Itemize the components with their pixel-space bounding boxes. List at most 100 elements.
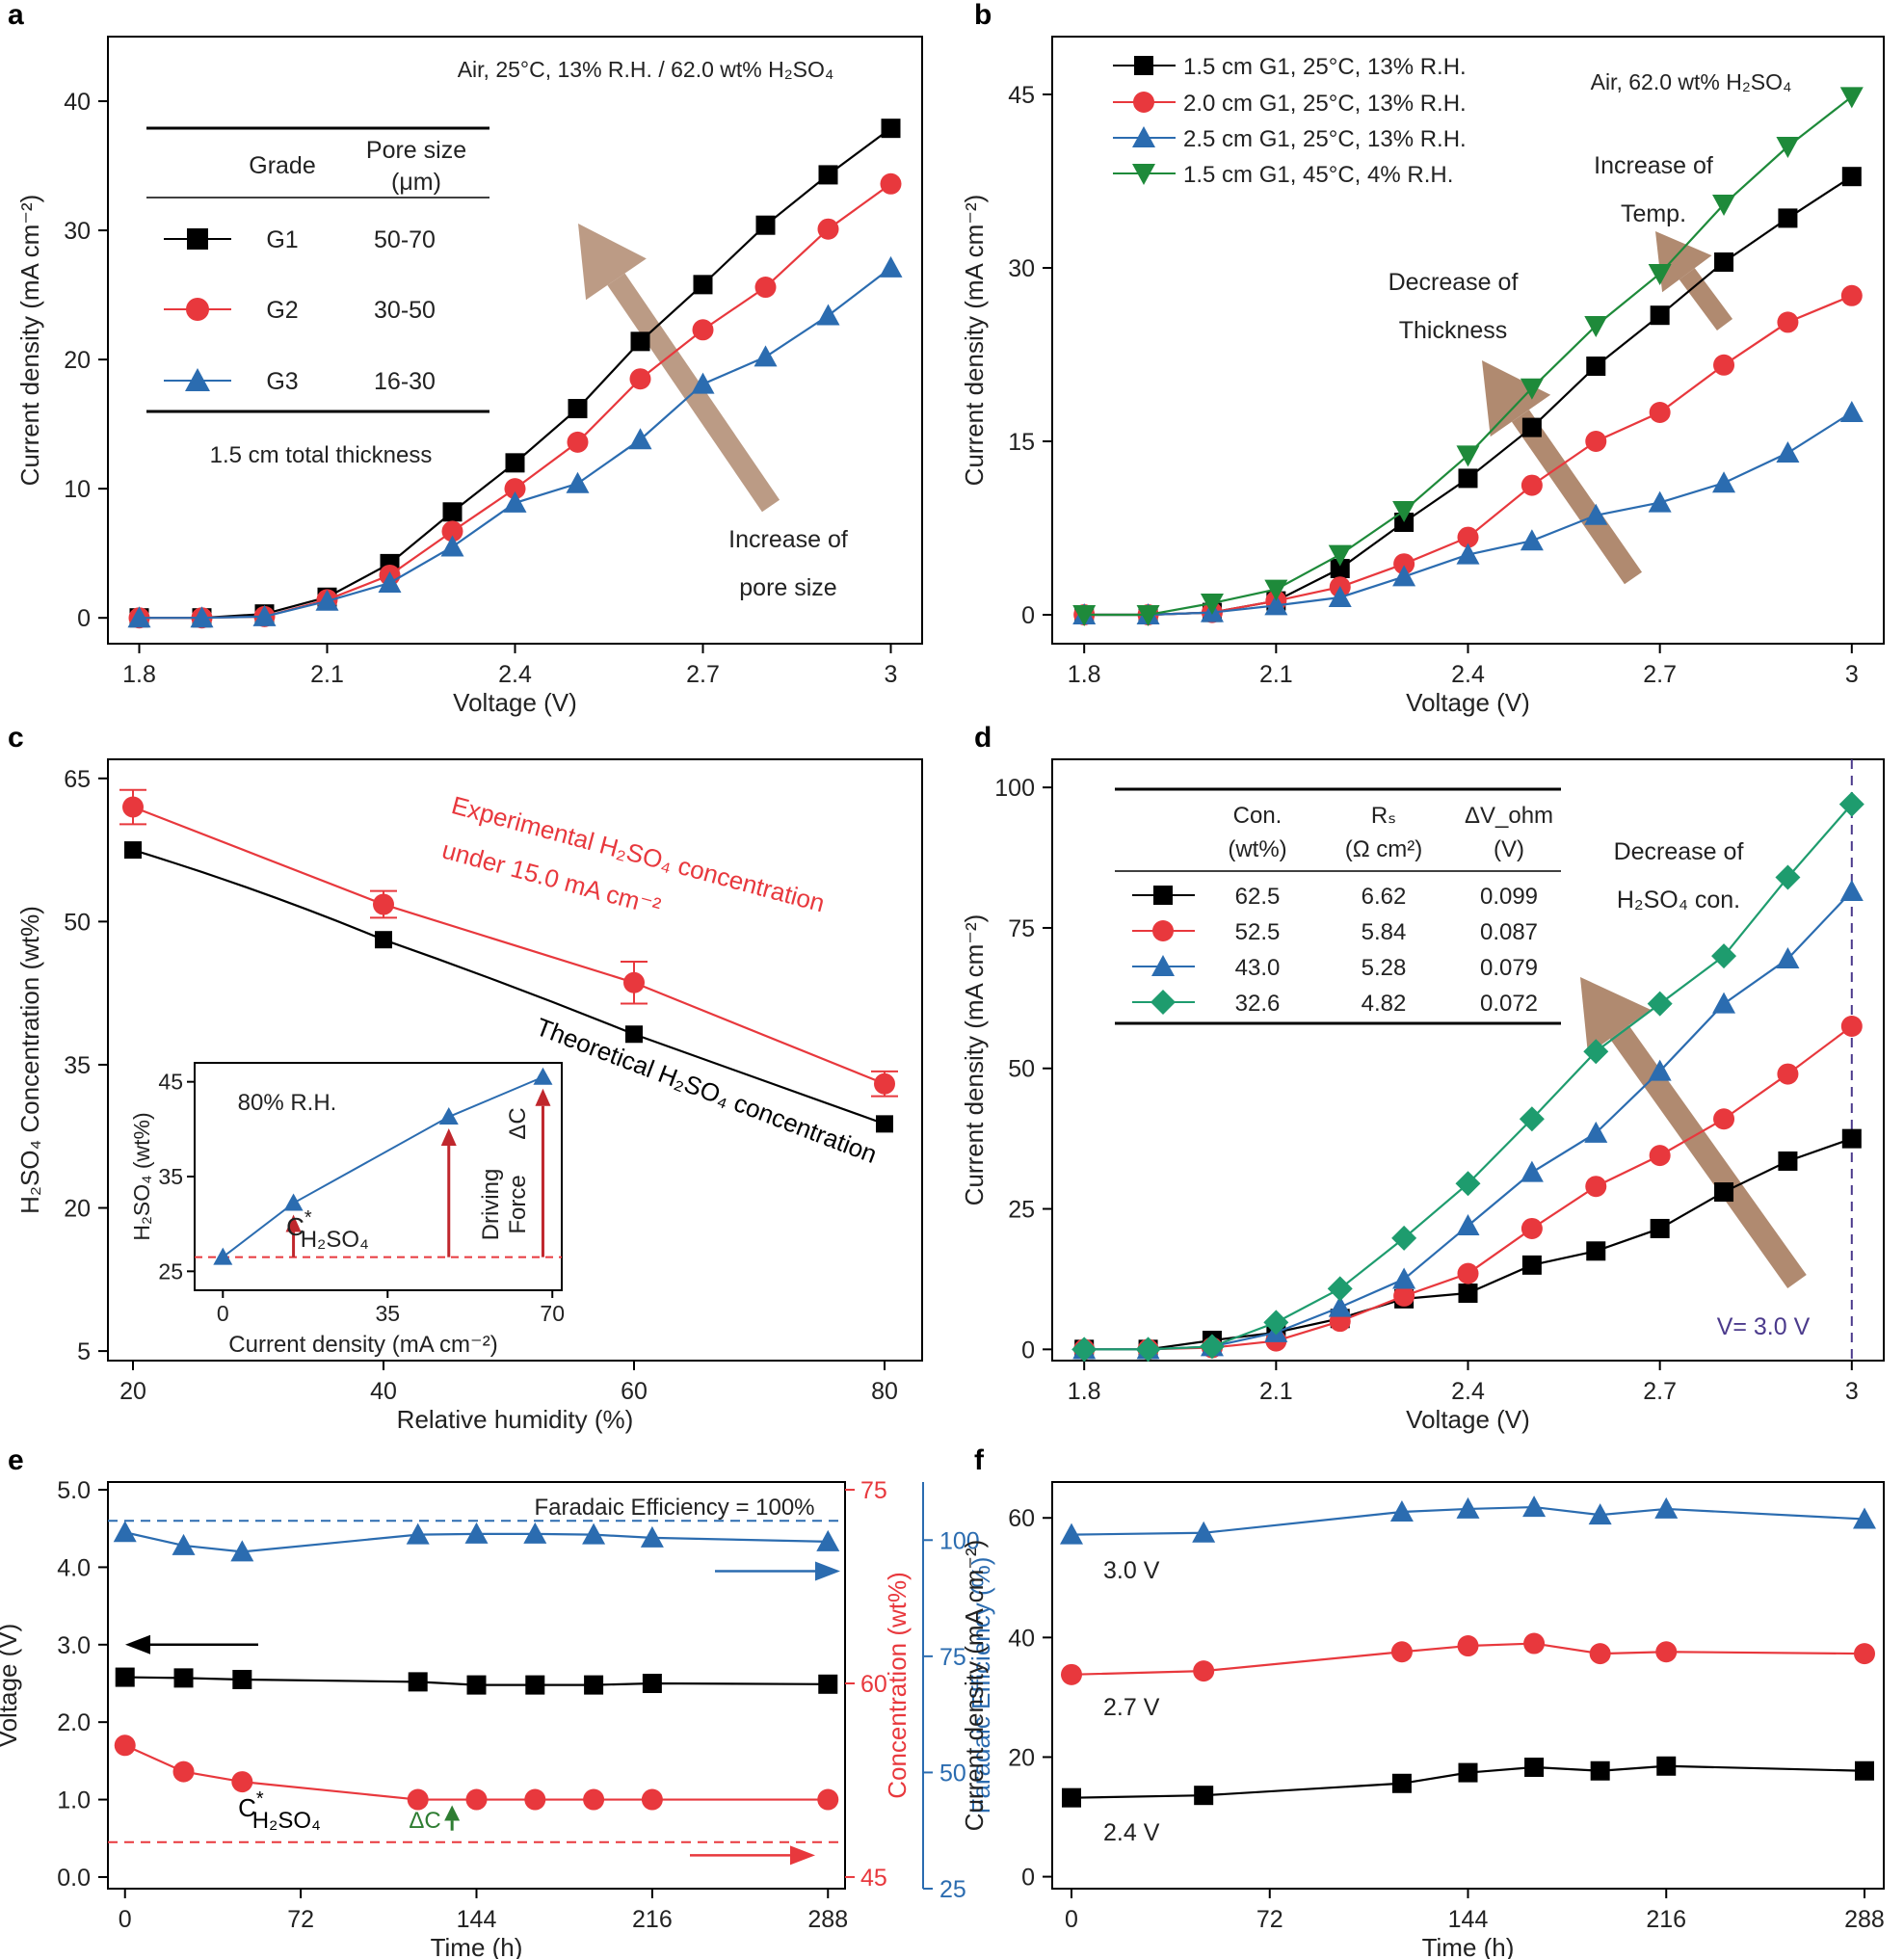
x-tick-label: 80 [871, 1378, 898, 1405]
x-tick-label: 2.7 [1643, 661, 1677, 688]
legend-table: Grade Pore size (μm) G1 50-70 G2 30-50 G3 16-30 [146, 126, 489, 413]
x-tick-label: 2.1 [1259, 661, 1293, 688]
data-point [1389, 1500, 1414, 1522]
data-point [1648, 264, 1672, 285]
panel-letter-d: d [974, 722, 992, 754]
data-point [1776, 947, 1800, 969]
data-point [693, 275, 713, 295]
y-axis-label: Current density (mA cm⁻²) [15, 195, 44, 487]
y-tick-label: 0.0 [57, 1865, 91, 1892]
y-axis-ticks: 0 15 30 45 [1008, 82, 1052, 629]
y-tick-label: 10 [64, 476, 91, 503]
table-cell: 52.5 [1235, 919, 1281, 945]
y-tick-label: 20 [1008, 1744, 1035, 1771]
x-tick-label: 2.1 [1259, 1378, 1293, 1405]
y-tick-label: 35 [64, 1052, 91, 1079]
fe-axis-label: Faradaic Efficiency (%) [966, 1557, 995, 1814]
data-point [1852, 1507, 1876, 1529]
data-point [185, 368, 210, 391]
inset-y-tick-label: 45 [158, 1070, 183, 1095]
panel-letter-b: b [974, 0, 992, 31]
x-axis-label: Time (h) [431, 1933, 523, 1959]
data-point [1134, 56, 1153, 75]
data-point [1150, 990, 1176, 1015]
data-point [1713, 354, 1735, 376]
condition-label: Air, 62.0 wt% H₂SO₄ [1591, 69, 1792, 94]
series-2-7-v [1061, 1632, 1875, 1685]
y-axis-label: H₂SO₄ Concentration (wt%) [15, 906, 44, 1214]
data-point [876, 1115, 893, 1133]
data-point [1328, 586, 1352, 607]
series-theoretical [124, 841, 893, 1133]
right-tick-label: 75 [860, 1477, 887, 1504]
x-tick-label: 72 [287, 1906, 314, 1933]
panel-f: 0 72 144 216 288 0 20 40 60 Time (h) Current densi… [960, 1481, 1885, 1959]
data-point [524, 1788, 546, 1811]
y-tick-label: 25 [1008, 1197, 1035, 1224]
x-axis-label: Relative humidity (%) [397, 1405, 634, 1434]
data-point [1152, 920, 1174, 941]
data-point [1840, 284, 1863, 306]
panel-letter-f: f [974, 1444, 985, 1476]
data-point [754, 345, 778, 367]
data-point [232, 1669, 252, 1689]
y-tick-label: 5 [77, 1338, 91, 1365]
data-point [525, 1675, 545, 1695]
table-cell: 6.62 [1362, 884, 1407, 910]
x-tick-label: 216 [632, 1906, 673, 1933]
data-point [1649, 1145, 1671, 1167]
x-axis-ticks: 20 40 60 80 [119, 1361, 898, 1405]
x-tick-label: 2.4 [1451, 1378, 1485, 1405]
data-point [122, 796, 144, 818]
data-point [1590, 1760, 1610, 1781]
x-axis-label: Voltage (V) [1406, 1405, 1530, 1434]
data-point [441, 520, 463, 543]
x-tick-label: 288 [807, 1906, 848, 1933]
data-point [641, 1788, 663, 1811]
data-point [172, 1760, 195, 1783]
data-point [1584, 503, 1608, 525]
data-point [1520, 529, 1544, 551]
data-point [1648, 1059, 1672, 1081]
x-tick-label: 60 [621, 1378, 648, 1405]
table-cell: 0.072 [1480, 991, 1538, 1017]
data-point [1776, 441, 1800, 463]
data-point [1584, 1121, 1608, 1143]
panel-c: 20 40 60 80 5 20 35 50 65 Relative humidity (%) H₂… [15, 758, 923, 1434]
c-star-sub: H₂SO₄ [252, 1808, 321, 1834]
data-point [880, 172, 902, 195]
data-point [503, 490, 527, 513]
data-point [173, 1668, 194, 1688]
series-32-6 [1071, 791, 1864, 1363]
data-point [1650, 1218, 1670, 1238]
series-2-4-v [1062, 1756, 1874, 1808]
data-point [1523, 1632, 1546, 1655]
data-point [566, 471, 590, 493]
y-tick-label: 4.0 [57, 1554, 91, 1581]
x-tick-label: 1.8 [122, 661, 156, 688]
annotation: Decrease of [1388, 269, 1519, 296]
x-tick-label: 216 [1646, 1906, 1686, 1933]
y-tick-label: 50 [64, 909, 91, 936]
data-point [568, 399, 588, 419]
data-point [1520, 378, 1544, 400]
data-point [1519, 1106, 1545, 1132]
table-header: Rₛ [1371, 803, 1396, 829]
data-point [172, 1533, 196, 1555]
data-point [1656, 1756, 1677, 1776]
data-point [1524, 1758, 1545, 1778]
data-point [1194, 1786, 1214, 1806]
right-axis-concentration: 45 60 75 [845, 1477, 887, 1892]
x-tick-label: 288 [1844, 1906, 1885, 1933]
c-star-sup: * [256, 1788, 264, 1810]
data-point [1648, 490, 1672, 513]
temp-arrow-shaft [1679, 268, 1733, 331]
data-point [1391, 1773, 1412, 1793]
table-footnote: 1.5 cm total thickness [210, 442, 433, 468]
data-point [1778, 208, 1798, 228]
series-experimental [119, 788, 898, 1098]
table-header: Grade [249, 152, 315, 179]
data-point [1654, 1496, 1679, 1519]
fe-axis-arrow-head [815, 1561, 840, 1581]
